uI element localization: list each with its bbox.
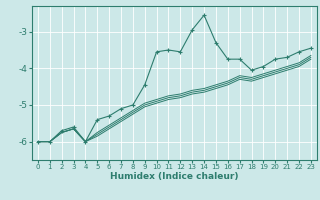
X-axis label: Humidex (Indice chaleur): Humidex (Indice chaleur) (110, 172, 239, 181)
